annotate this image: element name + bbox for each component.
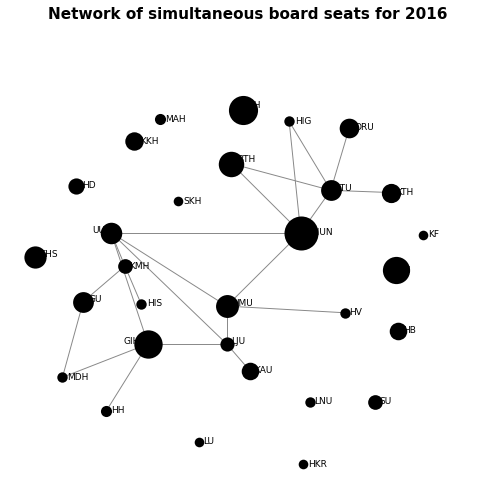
Point <box>223 340 231 348</box>
Point <box>31 253 39 261</box>
Text: KF: KF <box>428 230 439 239</box>
Point <box>341 309 348 317</box>
Point <box>285 118 293 126</box>
Text: LTU: LTU <box>336 184 352 192</box>
Point <box>297 228 304 236</box>
Text: GU: GU <box>89 295 102 304</box>
Point <box>102 406 110 414</box>
Point <box>327 186 335 194</box>
Point <box>419 231 427 239</box>
Text: UMU: UMU <box>232 300 253 308</box>
Text: HIS: HIS <box>147 300 162 308</box>
Text: KMH: KMH <box>130 262 150 270</box>
Text: LU: LU <box>203 438 214 446</box>
Title: Network of simultaneous board seats for 2016: Network of simultaneous board seats for … <box>48 7 447 22</box>
Text: KAU: KAU <box>254 366 273 375</box>
Text: HH: HH <box>111 406 125 415</box>
Text: MAH: MAH <box>165 114 186 124</box>
Text: HV: HV <box>349 308 362 318</box>
Point <box>299 460 307 468</box>
Point <box>58 374 66 382</box>
Point <box>394 326 402 334</box>
Text: HD: HD <box>82 182 96 190</box>
Text: GIH: GIH <box>123 337 140 346</box>
Text: MIUN: MIUN <box>309 228 333 237</box>
Point <box>223 302 231 310</box>
Point <box>239 106 247 114</box>
Text: LNU: LNU <box>315 398 333 406</box>
Point <box>306 398 314 406</box>
Point <box>79 298 87 306</box>
Text: FHS: FHS <box>40 250 58 260</box>
Text: KI: KI <box>402 266 411 275</box>
Text: BTH: BTH <box>237 154 255 164</box>
Text: SH: SH <box>248 101 261 110</box>
Point <box>387 188 395 196</box>
Text: HIG: HIG <box>295 117 311 126</box>
Point <box>130 138 138 145</box>
Point <box>346 124 353 132</box>
Point <box>246 366 254 374</box>
Text: HB: HB <box>403 326 416 335</box>
Point <box>371 398 379 406</box>
Point <box>227 160 235 168</box>
Point <box>137 300 145 308</box>
Point <box>174 198 182 205</box>
Text: SKH: SKH <box>184 197 202 206</box>
Point <box>121 262 129 270</box>
Text: LJU: LJU <box>231 337 246 346</box>
Point <box>155 115 163 123</box>
Text: KTH: KTH <box>396 188 414 197</box>
Point <box>72 182 80 190</box>
Text: UU: UU <box>93 226 105 235</box>
Text: HKR: HKR <box>307 460 327 468</box>
Text: MDH: MDH <box>67 373 89 382</box>
Text: ORU: ORU <box>355 124 375 132</box>
Point <box>144 340 152 348</box>
Point <box>195 438 203 446</box>
Point <box>107 228 115 236</box>
Text: SU: SU <box>379 398 392 406</box>
Text: KKH: KKH <box>140 137 158 146</box>
Point <box>392 266 399 274</box>
